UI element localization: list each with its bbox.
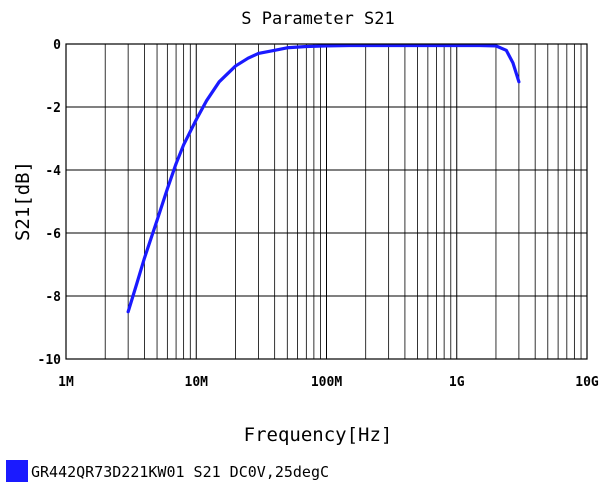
x-tick-label: 10G — [575, 375, 599, 390]
tick-labels: 1M 10M 100M 1G 10G 0 -2 -4 -6 -8 -10 — [38, 38, 599, 390]
x-tick-label: 100M — [311, 375, 342, 390]
x-tick-label: 10M — [185, 375, 209, 390]
y-tick-label: -8 — [45, 290, 61, 305]
grid-lines — [65, 43, 587, 360]
x-axis-label: Frequency[Hz] — [244, 424, 393, 446]
y-tick-label: -6 — [45, 227, 61, 242]
series-layer — [126, 43, 521, 314]
plot-area-frame — [65, 43, 588, 360]
x-tick-label: 1G — [449, 375, 465, 390]
y-tick-label: -10 — [38, 353, 62, 368]
chart-title: S Parameter S21 — [241, 9, 395, 29]
y-tick-label: 0 — [53, 38, 61, 53]
legend-entry-label: GR442QR73D221KW01 S21 DC0V,25degC — [31, 463, 329, 481]
legend-swatch — [6, 460, 28, 482]
legend: GR442QR73D221KW01 S21 DC0V,25degC — [6, 460, 329, 482]
y-tick-label: -2 — [45, 101, 61, 116]
y-tick-label: -4 — [45, 164, 61, 179]
x-tick-label: 1M — [58, 375, 74, 390]
series-line — [126, 43, 521, 314]
y-axis-label: S21[dB] — [12, 161, 34, 241]
